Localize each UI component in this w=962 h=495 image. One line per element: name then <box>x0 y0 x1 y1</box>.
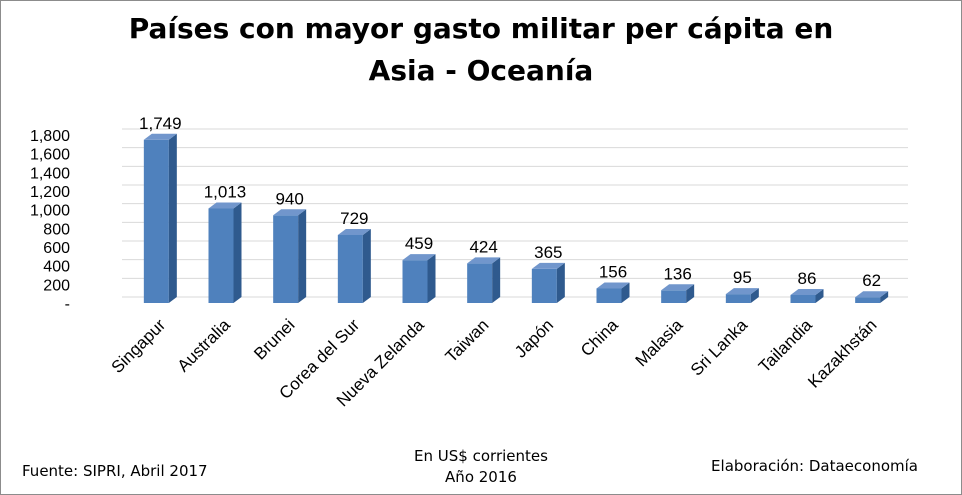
bar-top <box>725 288 759 295</box>
bar-side <box>621 282 630 303</box>
category-label: Japón <box>511 315 557 361</box>
data-label: 62 <box>862 271 881 290</box>
title-line-1: Países con mayor gasto militar per cápit… <box>128 12 834 45</box>
bar-top <box>337 228 371 235</box>
category-label: Tailandia <box>755 315 816 376</box>
y-tick-label: - <box>65 296 70 313</box>
data-label: 940 <box>275 189 303 208</box>
category-label: Malasia <box>632 315 687 370</box>
data-label: 365 <box>534 243 562 262</box>
bar <box>337 228 371 303</box>
bar-front <box>596 288 622 303</box>
data-label: 86 <box>798 269 817 288</box>
bar-front <box>273 215 299 303</box>
y-tick-label: 1,200 <box>30 184 70 201</box>
bar-top <box>402 254 436 261</box>
bar-top <box>273 209 307 216</box>
bar <box>661 284 695 303</box>
bar-top <box>790 288 824 295</box>
bar-top <box>143 133 177 140</box>
source-note: Fuente: SIPRI, Abril 2017 <box>22 462 208 480</box>
data-label: 729 <box>340 209 368 228</box>
bar-top <box>531 262 565 269</box>
category-label: China <box>577 315 622 360</box>
data-label: 1,749 <box>139 114 182 133</box>
category-label: Singapur <box>108 315 170 377</box>
units-label: En US$ corrientes <box>414 447 548 465</box>
bar <box>208 202 242 303</box>
bar <box>402 254 436 303</box>
data-label: 459 <box>405 234 433 253</box>
bar-side <box>298 209 307 303</box>
bar-front <box>402 260 428 303</box>
category-label: Sri Lanka <box>687 315 752 380</box>
bar-front <box>725 294 751 303</box>
bar-side <box>362 228 371 303</box>
bar <box>143 133 177 303</box>
bar-side <box>427 254 436 303</box>
bar-front <box>337 234 363 303</box>
y-tick-label: 200 <box>43 277 70 294</box>
y-tick-label: 1,800 <box>30 128 70 145</box>
units-note: En US$ corrientes Año 2016 <box>0 446 962 488</box>
y-tick-label: 400 <box>43 259 70 276</box>
data-label: 1,013 <box>204 182 247 201</box>
chart-title: Países con mayor gasto militar per cápit… <box>0 8 962 92</box>
data-labels: 1,749 1,013 940 729 459 424 365 156 136 95 86 62 <box>139 114 881 290</box>
category-label: Taiwan <box>442 315 493 366</box>
category-label: Australia <box>174 315 235 376</box>
bar-front <box>208 208 234 303</box>
bar <box>596 282 630 303</box>
data-label: 95 <box>733 268 752 287</box>
bar <box>273 209 307 303</box>
bar-top <box>855 291 889 298</box>
bar-front <box>467 263 493 303</box>
bar-front <box>855 297 881 303</box>
bar-side <box>750 288 759 303</box>
credit-note: Elaboración: Dataeconomía <box>711 457 918 475</box>
bar-side <box>556 262 565 303</box>
bar <box>531 262 565 303</box>
data-label: 136 <box>663 264 691 283</box>
bar-front <box>790 294 816 303</box>
data-label: 424 <box>469 237 497 256</box>
bar-side <box>815 288 824 303</box>
bar-side <box>686 284 695 303</box>
title-line-2: Asia - Oceanía <box>368 54 594 87</box>
category-label: Brunei <box>250 315 298 363</box>
bar-top <box>467 257 501 264</box>
bar-top <box>596 282 630 289</box>
y-tick-label: 1,400 <box>30 165 70 182</box>
year-label: Año 2016 <box>445 468 517 486</box>
gridlines <box>122 128 908 298</box>
category-label: Kazakhstán <box>804 315 880 391</box>
y-tick-label: 800 <box>43 221 70 238</box>
bar-top <box>208 202 242 209</box>
bar <box>790 288 824 303</box>
y-tick-label: 1,000 <box>30 203 70 220</box>
bar <box>855 291 889 303</box>
bar-side <box>880 291 889 303</box>
bars <box>143 133 889 303</box>
bar-front <box>661 290 687 303</box>
bar-top <box>661 284 695 291</box>
bar-side <box>168 133 177 303</box>
bar <box>725 288 759 303</box>
bar-front <box>143 139 169 303</box>
y-tick-label: 1,600 <box>30 147 70 164</box>
bar-side <box>233 202 242 303</box>
data-label: 156 <box>599 262 627 281</box>
bar-side <box>492 257 501 303</box>
y-tick-label: 600 <box>43 240 70 257</box>
bar-front <box>531 268 557 303</box>
bar <box>467 257 501 303</box>
